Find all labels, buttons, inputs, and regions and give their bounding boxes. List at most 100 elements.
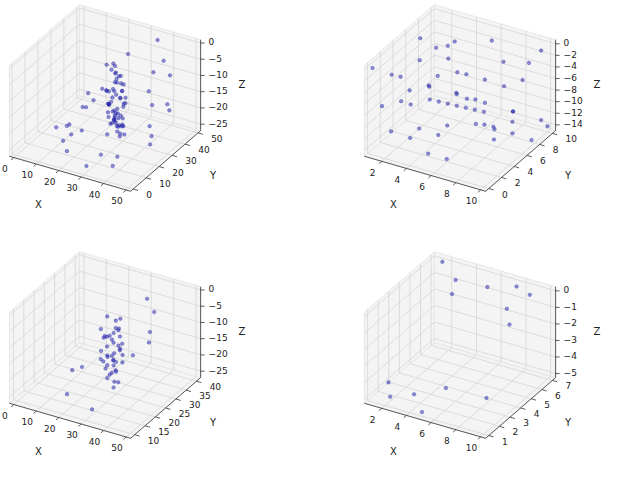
point	[483, 101, 487, 105]
z-tick-label: −5	[209, 54, 222, 64]
tick	[556, 101, 560, 102]
tick	[404, 415, 407, 417]
point	[81, 105, 85, 109]
tick	[201, 75, 205, 76]
point	[105, 363, 109, 367]
y-tick-label: 8	[553, 145, 559, 155]
grid-line	[399, 282, 400, 373]
point	[106, 102, 110, 106]
y-tick-label: 2	[515, 178, 521, 188]
point	[527, 61, 531, 65]
grid-line	[38, 132, 159, 167]
tick	[101, 183, 104, 185]
x-tick-label: 50	[111, 443, 123, 453]
pane	[79, 5, 200, 131]
grid-line	[434, 55, 555, 90]
ticks: 24681012345670−1−2−3−4−5XYZ	[370, 285, 601, 457]
point	[474, 122, 478, 126]
grid-line	[364, 55, 434, 116]
point	[511, 132, 515, 136]
point	[465, 97, 469, 101]
tick	[453, 183, 456, 185]
point	[152, 310, 156, 314]
tick	[540, 144, 545, 145]
point	[505, 307, 509, 311]
point	[85, 164, 89, 168]
z-axis-label: Z	[594, 79, 601, 90]
tick	[11, 405, 14, 407]
points	[371, 37, 550, 161]
point	[69, 133, 73, 137]
grid-line	[77, 98, 198, 133]
point	[112, 118, 116, 122]
point	[114, 360, 118, 364]
grid-line	[13, 309, 14, 400]
grid-line	[405, 30, 406, 121]
x-tick-label: 0	[2, 411, 8, 421]
grid-line	[75, 255, 76, 346]
grid-line	[380, 142, 501, 177]
y-axis-label: Y	[564, 170, 572, 181]
z-tick-label: −15	[209, 333, 228, 343]
z-tick-label: −5	[209, 301, 222, 311]
point	[122, 124, 126, 128]
tick	[556, 307, 560, 308]
grid-line	[434, 78, 555, 113]
point	[111, 110, 115, 114]
x-tick-label: 2	[370, 415, 376, 425]
point	[418, 37, 422, 41]
grid-line	[128, 266, 129, 357]
point	[99, 153, 103, 157]
tick	[201, 338, 205, 339]
grid-line	[51, 120, 172, 155]
z-tick-label: −14	[564, 119, 583, 129]
x-tick-label: 0	[2, 164, 8, 174]
x-tick-label: 40	[89, 190, 101, 200]
tick	[198, 133, 203, 134]
point	[116, 380, 120, 384]
point	[485, 396, 489, 400]
grid	[364, 7, 555, 189]
point	[70, 368, 74, 372]
tick	[556, 124, 560, 125]
point	[112, 351, 116, 355]
y-tick-label: 0	[502, 190, 508, 200]
z-tick-label: 0	[564, 38, 570, 48]
point	[371, 66, 375, 70]
point	[417, 127, 421, 131]
point	[115, 124, 119, 128]
subplot: 01020304050101520253035400−5−10−15−20−25…	[2, 252, 246, 457]
pane	[434, 252, 555, 378]
y-axis-label: Y	[564, 417, 572, 428]
point	[399, 99, 403, 103]
grid-line	[409, 273, 410, 364]
point	[389, 130, 393, 134]
x-tick-label: 6	[419, 182, 425, 192]
tick	[556, 373, 560, 374]
tick	[201, 42, 205, 43]
grid-line	[151, 25, 152, 116]
z-axis-label: Z	[594, 326, 601, 337]
tick	[499, 426, 504, 427]
point	[111, 87, 115, 91]
y-tick-label: 15	[158, 427, 169, 437]
tick	[453, 430, 456, 432]
point	[441, 260, 445, 264]
point	[387, 381, 391, 385]
point	[521, 78, 525, 82]
subplot: 24681002468100−2−4−6−8−10−12−14XYZ	[364, 5, 600, 210]
point	[444, 386, 448, 390]
x-tick-label: 4	[394, 422, 400, 432]
point	[454, 278, 458, 282]
point	[426, 152, 430, 156]
z-axis-line	[555, 40, 556, 131]
point	[118, 135, 122, 139]
grid-line	[9, 304, 79, 365]
point	[473, 108, 477, 112]
grid-line	[79, 304, 200, 339]
grid-line	[9, 255, 79, 316]
point	[108, 334, 112, 338]
grid-line	[420, 264, 421, 355]
grid-line	[83, 6, 84, 97]
point	[115, 81, 119, 85]
